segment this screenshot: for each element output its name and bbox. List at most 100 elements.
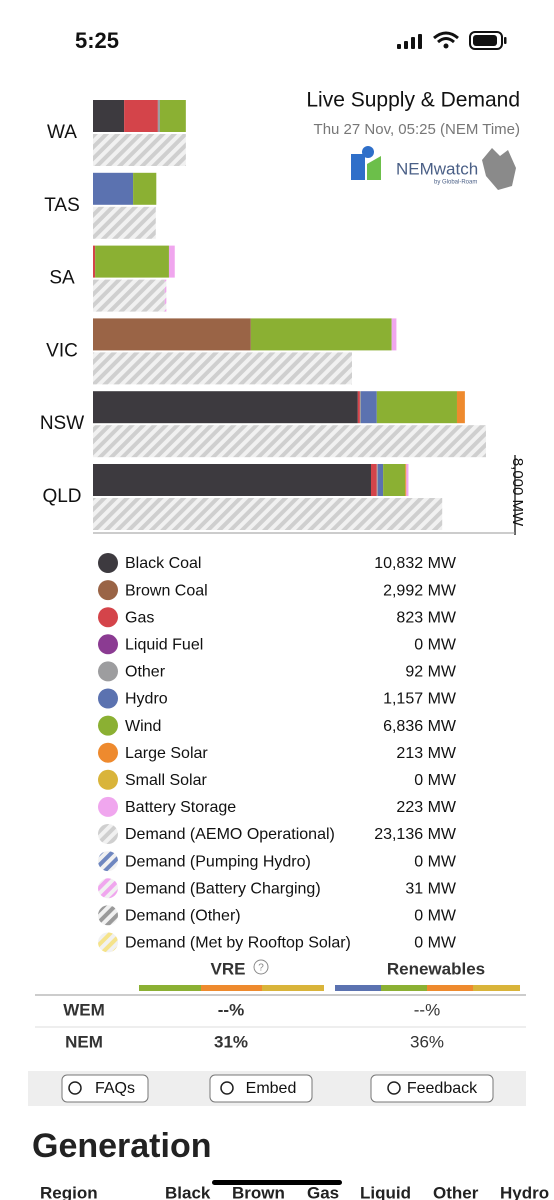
demand-segment bbox=[93, 279, 165, 312]
legend-value: 0 MW bbox=[414, 853, 457, 870]
table-cell: --% bbox=[218, 1000, 244, 1019]
chart-title: Live Supply & Demand bbox=[306, 89, 520, 112]
legend-swatch bbox=[98, 580, 118, 601]
column-header: Black bbox=[165, 1183, 211, 1200]
demand-segment bbox=[164, 279, 167, 312]
legend-value: 0 MW bbox=[414, 772, 457, 789]
legend-value: 6,836 MW bbox=[383, 718, 457, 735]
supply-segment bbox=[157, 100, 160, 132]
chart-subtitle: Thu 27 Nov, 05:25 (NEM Time) bbox=[314, 121, 520, 138]
legend-label: Liquid Fuel bbox=[125, 637, 203, 654]
demand-segment bbox=[93, 498, 443, 530]
supply-segment bbox=[95, 245, 169, 278]
legend-value: 823 MW bbox=[396, 609, 456, 626]
col-header: Renewables bbox=[387, 959, 485, 978]
legend-value: 10,832 MW bbox=[374, 555, 457, 572]
logo-text: NEMwatch bbox=[396, 159, 478, 178]
column-header: Liquid bbox=[360, 1183, 411, 1200]
legend-swatch bbox=[98, 851, 118, 872]
supply-segment bbox=[93, 318, 251, 351]
status-time: 5:25 bbox=[75, 28, 119, 53]
legend-value: 2,992 MW bbox=[383, 582, 457, 599]
col-header: VRE bbox=[211, 959, 246, 978]
supply-segment bbox=[370, 464, 377, 496]
x-tick-label: 8,000 MW bbox=[509, 458, 526, 527]
table-cell: --% bbox=[414, 1000, 440, 1019]
button[interactable] bbox=[209, 1074, 313, 1103]
legend-swatch bbox=[98, 796, 118, 817]
legend-swatch bbox=[98, 878, 118, 899]
supply-segment bbox=[93, 245, 96, 278]
legend-label: Battery Storage bbox=[125, 799, 236, 816]
legend-value: 0 MW bbox=[414, 637, 457, 654]
legend-swatch bbox=[98, 769, 118, 790]
supply-segment bbox=[376, 391, 457, 424]
legend-swatch bbox=[98, 634, 118, 655]
legend-value: 213 MW bbox=[396, 745, 456, 762]
supply-segment bbox=[168, 245, 175, 278]
help-icon-glyph: ? bbox=[258, 963, 264, 974]
category-label: QLD bbox=[42, 486, 81, 507]
legend-swatch bbox=[98, 742, 118, 763]
legend-swatch bbox=[98, 905, 118, 926]
supply-segment bbox=[93, 100, 125, 132]
legend-swatch bbox=[98, 715, 118, 736]
demand-segment bbox=[93, 134, 186, 166]
supply-segment bbox=[456, 391, 465, 424]
supply-segment bbox=[360, 391, 377, 424]
demand-segment bbox=[93, 206, 156, 239]
supply-segment bbox=[406, 464, 409, 496]
legend-swatch bbox=[98, 553, 118, 573]
legend-value: 223 MW bbox=[396, 799, 456, 816]
legend-label: Other bbox=[125, 664, 166, 681]
button-icon bbox=[220, 1081, 234, 1095]
legend-label: Large Solar bbox=[125, 745, 208, 762]
status-icons bbox=[397, 31, 507, 50]
supply-segment bbox=[377, 464, 384, 496]
legend-value: 92 MW bbox=[405, 664, 457, 681]
legend-label: Wind bbox=[125, 718, 161, 735]
help-icon[interactable] bbox=[253, 959, 269, 975]
section-title: Generation bbox=[32, 1127, 211, 1165]
legend-value: 1,157 MW bbox=[383, 691, 457, 708]
supply-segment bbox=[250, 318, 392, 351]
supply-segment bbox=[159, 100, 186, 132]
supply-segment bbox=[359, 391, 361, 424]
button-label: Embed bbox=[246, 1080, 297, 1097]
table-cell: 36% bbox=[410, 1032, 444, 1051]
demand-segment bbox=[93, 352, 353, 385]
button[interactable] bbox=[61, 1074, 149, 1103]
demand-segment bbox=[93, 425, 486, 458]
renewables-stripe bbox=[335, 985, 520, 991]
legend-label: Small Solar bbox=[125, 772, 207, 789]
supply-segment bbox=[357, 391, 360, 424]
legend-value: 31 MW bbox=[405, 880, 457, 897]
legend-label: Demand (Met by Rooftop Solar) bbox=[125, 935, 351, 952]
button-icon bbox=[68, 1081, 82, 1095]
logo bbox=[351, 146, 516, 190]
column-header: Gas bbox=[307, 1183, 339, 1200]
legend-label: Gas bbox=[125, 609, 154, 626]
legend-swatch bbox=[98, 688, 118, 709]
table-cell: 31% bbox=[214, 1032, 248, 1051]
supply-segment bbox=[391, 318, 397, 351]
legend-label: Demand (Pumping Hydro) bbox=[125, 853, 311, 870]
supply-segment bbox=[93, 172, 134, 205]
supply-segment bbox=[383, 464, 406, 496]
table-cell: NEM bbox=[65, 1032, 103, 1051]
category-label: VIC bbox=[46, 340, 78, 361]
button[interactable] bbox=[370, 1074, 494, 1103]
category-label: WA bbox=[47, 122, 77, 143]
supply-segment bbox=[405, 464, 407, 496]
button-label: FAQs bbox=[95, 1080, 135, 1097]
vre-stripe bbox=[139, 985, 324, 991]
supply-segment bbox=[93, 464, 371, 496]
legend-swatch bbox=[98, 932, 118, 953]
legend-label: Demand (Battery Charging) bbox=[125, 880, 321, 897]
supply-segment bbox=[133, 172, 157, 205]
legend-label: Brown Coal bbox=[125, 582, 208, 599]
column-header: Other bbox=[433, 1183, 479, 1200]
supply-segment bbox=[376, 464, 378, 496]
